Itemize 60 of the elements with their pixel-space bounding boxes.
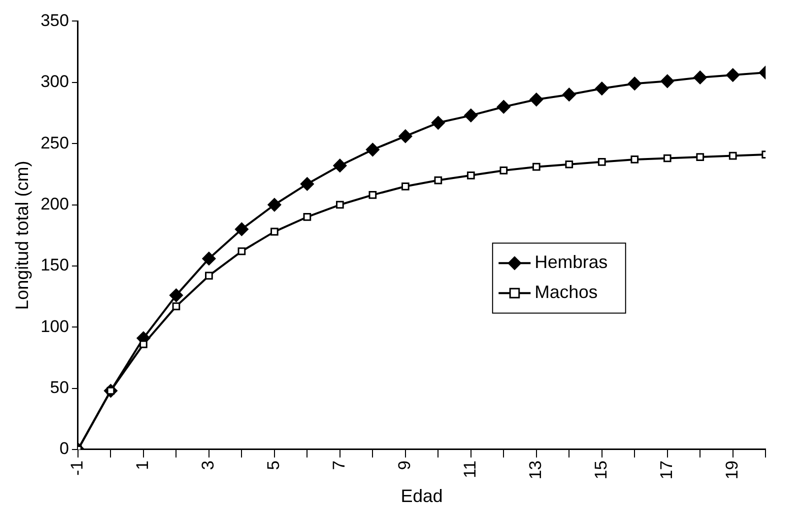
y-tick-label: 0	[59, 439, 69, 458]
point	[434, 176, 442, 184]
point	[726, 68, 740, 82]
x-tick-label: 11	[460, 460, 480, 478]
point	[333, 158, 347, 172]
point	[728, 152, 737, 160]
point	[532, 162, 540, 171]
point	[270, 228, 278, 236]
point	[466, 171, 475, 180]
point	[562, 88, 576, 102]
x-axis-title: Edad	[400, 486, 443, 506]
y-tick-label: 50	[50, 378, 69, 397]
point	[169, 288, 183, 302]
point	[663, 154, 672, 162]
point	[234, 222, 248, 236]
point	[366, 142, 380, 156]
point	[693, 70, 707, 84]
point	[565, 160, 574, 168]
point	[140, 340, 148, 348]
y-tick-label: 100	[40, 316, 69, 336]
x-tick-label: 13	[526, 460, 546, 480]
y-tick-label: 350	[40, 10, 69, 30]
x-tick-label: 5	[264, 460, 284, 470]
point	[628, 76, 642, 90]
point	[300, 177, 314, 191]
x-tick-label: 3	[198, 460, 218, 470]
x-tick-label: 15	[592, 460, 611, 480]
point	[431, 116, 445, 130]
point	[464, 108, 478, 122]
point	[368, 191, 377, 199]
y-tick-label: 300	[40, 72, 69, 92]
point	[630, 156, 639, 164]
point	[303, 213, 312, 221]
point	[401, 182, 410, 190]
point	[595, 82, 609, 96]
x-tick-label: 17	[657, 460, 676, 480]
y-axis-title: Longitud total (cm)	[12, 160, 32, 310]
point	[202, 252, 216, 266]
point	[598, 158, 606, 166]
point	[268, 198, 282, 212]
point	[238, 247, 246, 256]
point	[398, 129, 412, 143]
point	[336, 200, 344, 209]
x-tick-label: 1	[133, 460, 152, 470]
point	[696, 153, 704, 161]
legend-label: Hembras	[534, 252, 608, 272]
point	[500, 166, 508, 174]
point	[172, 302, 180, 310]
x-tick-label: -1	[68, 460, 87, 476]
y-tick-label: 150	[40, 256, 69, 275]
x-tick-label: 7	[330, 460, 349, 470]
point	[496, 100, 510, 114]
point	[530, 92, 544, 106]
y-tick-label: 200	[40, 194, 69, 214]
y-tick-label: 250	[40, 133, 69, 152]
point	[205, 272, 213, 280]
legend-label: Machos	[534, 282, 598, 302]
x-tick-label: 9	[395, 460, 414, 470]
x-tick-label: 19	[722, 460, 742, 480]
point	[660, 74, 674, 88]
